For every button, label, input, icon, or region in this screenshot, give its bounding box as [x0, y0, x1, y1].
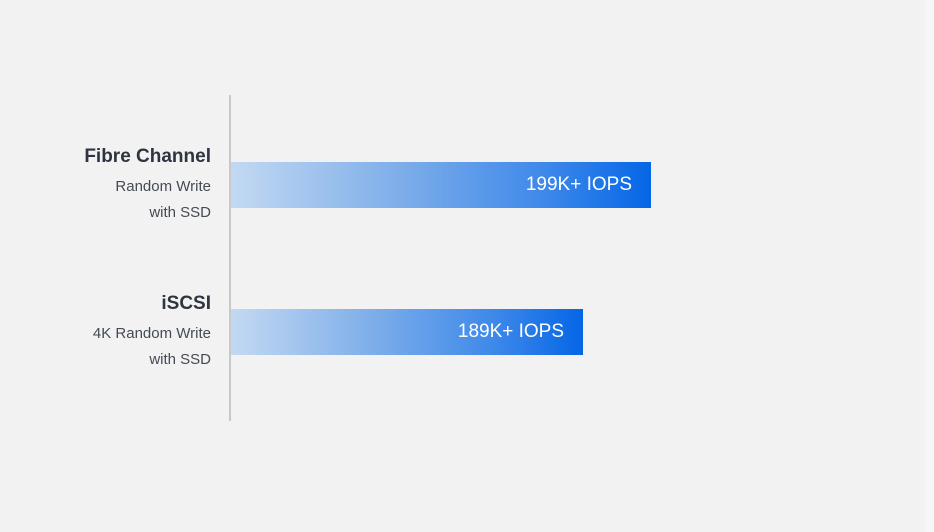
category-title: Fibre Channel: [84, 146, 211, 167]
y-axis-line: [229, 95, 231, 421]
category-subtitle-line: 4K Random Write: [92, 325, 211, 342]
data-label: 189K+ IOPS: [457, 321, 565, 342]
category-subtitle-line: with SSD: [149, 204, 211, 221]
category-subtitle-line: with SSD: [149, 351, 211, 368]
right-edge-strip: [925, 0, 934, 532]
category-title: iSCSI: [161, 293, 211, 314]
category-subtitle-line: Random Write: [115, 178, 211, 195]
data-label: 199K+ IOPS: [525, 174, 632, 195]
category-label-fibre-channel: Fibre Channel Random Write with SSD: [84, 146, 211, 226]
category-label-iscsi: iSCSI 4K Random Write with SSD: [93, 293, 211, 373]
bar-fibre-channel: 199K+ IOPS: [231, 162, 651, 208]
bar-iscsi: 189K+ IOPS: [231, 309, 584, 355]
